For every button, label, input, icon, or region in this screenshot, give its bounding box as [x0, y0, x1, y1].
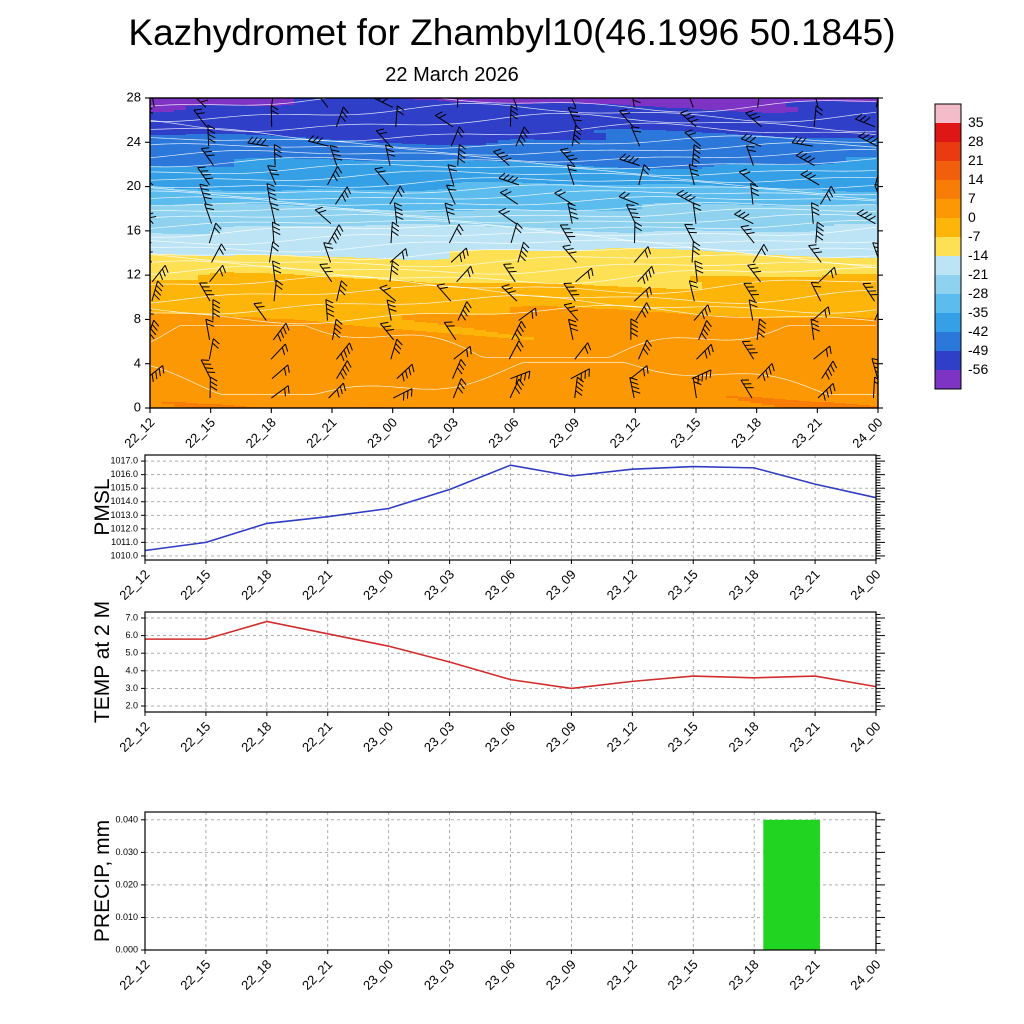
temperature-cross-section-panel	[0, 86, 1024, 452]
page-title: Kazhydromet for Zhambyl10(46.1996 50.184…	[128, 12, 896, 53]
pmsl-panel	[0, 452, 1024, 608]
date-subtitle: 22 March 2026	[385, 64, 519, 86]
precip-axis-title: PRECIP, mm	[91, 819, 114, 943]
temperature-colorbar	[935, 104, 962, 389]
temp-axis-title: TEMP at 2 M	[91, 600, 114, 724]
pmsl-axis-title: PMSL	[91, 478, 114, 536]
temp-2m-panel	[0, 608, 1024, 770]
precip-panel	[0, 806, 1024, 1024]
